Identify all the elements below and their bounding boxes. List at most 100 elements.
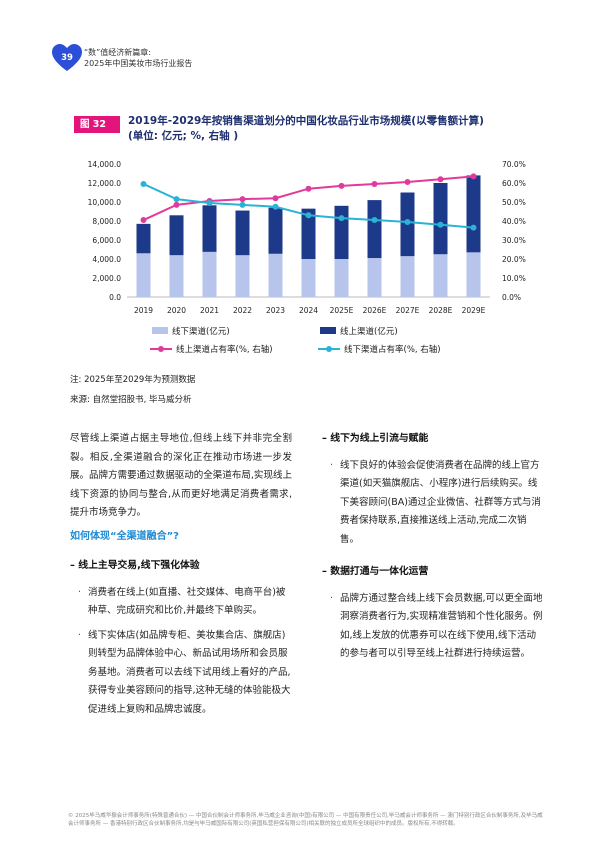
online-share-point (371, 180, 378, 187)
y-tick-label: 10,000.0 (88, 198, 122, 207)
bar-online (433, 183, 448, 255)
x-tick-label: 2019 (134, 306, 153, 315)
section-heading: – 数据打通与一体化运营 (322, 566, 429, 577)
header-subtitle: 2025年中国美妆市场行业报告 (84, 59, 193, 68)
bar-offline (301, 259, 316, 297)
section-question: 如何体现“全渠道融合”? (70, 530, 179, 542)
heart-logo-icon: 39 (52, 44, 82, 71)
bar-offline (433, 254, 448, 297)
y2-tick-label: 70.0% (502, 160, 526, 169)
bar-online (202, 205, 217, 252)
online-share-point (437, 176, 444, 183)
bar-online (466, 175, 481, 253)
bar-online (235, 210, 250, 256)
bullet-item: 品牌方通过整合线上线下会员数据,可以更全面地洞察消费者行为,实现精准营销和个性化… (322, 590, 544, 664)
y2-tick-label: 20.0% (502, 255, 526, 264)
figure-source: 来源: 自然堂招股书, 毕马威分析 (70, 395, 192, 405)
bar-offline (169, 255, 184, 297)
offline-share-point (206, 199, 213, 206)
legend-swatch-online (320, 327, 336, 334)
legend-offline: 线下渠道(亿元) (172, 327, 230, 337)
bar-offline (202, 251, 217, 297)
bar-online (301, 208, 316, 259)
offline-share-point (239, 201, 246, 208)
figure-tag: 图 32 (74, 116, 120, 133)
y-tick-label: 0.0 (109, 293, 121, 302)
bar-offline (136, 253, 151, 297)
y-tick-label: 2,000.0 (92, 274, 121, 283)
y-tick-label: 6,000.0 (92, 236, 121, 245)
x-tick-label: 2026E (363, 306, 387, 315)
offline-share-point (305, 212, 312, 219)
figure-title: 2019年-2029年按销售渠道划分的中国化妆品行业市场规模(以零售额计算) (… (128, 114, 548, 144)
online-share-point (404, 179, 411, 186)
offline-share-point (140, 180, 147, 187)
offline-share-point (338, 215, 345, 222)
x-tick-label: 2028E (429, 306, 453, 315)
online-share-point (140, 217, 147, 224)
bullet-item: 线下良好的体验会促使消费者在品牌的线上官方渠道(如天猫旗舰店、小程序)进行后续购… (322, 457, 544, 550)
y2-tick-label: 60.0% (502, 179, 526, 188)
section-heading: – 线上主导交易,线下强化体验 (70, 560, 200, 571)
footer-copyright: © 2025毕马威华振会计师事务所(特殊普通合伙) — 中国合伙制会计师事务所,… (68, 813, 543, 827)
offline-share-point (404, 218, 411, 225)
online-share-point (338, 182, 345, 189)
legend-swatch-online-share (150, 346, 172, 352)
left-column: 尽管线上渠道占据主导地位,但线上线下并非完全割裂。相反,全渠道融合的深化正在推动… (70, 430, 292, 719)
bar-offline (400, 256, 415, 297)
bar-online (169, 215, 184, 256)
bar-offline (235, 255, 250, 297)
y-tick-label: 4,000.0 (92, 255, 121, 264)
bar-online (268, 207, 283, 254)
legend-online: 线上渠道(亿元) (340, 327, 398, 337)
figure-title-line1: 2019年-2029年按销售渠道划分的中国化妆品行业市场规模(以零售额计算) (128, 115, 484, 127)
figure-title-line2: (单位: 亿元; %, 右轴 ) (128, 130, 239, 142)
x-tick-label: 2023 (266, 306, 285, 315)
bar-online (334, 205, 349, 259)
bar-online (367, 200, 382, 259)
offline-share-point (437, 221, 444, 228)
figure-note: 注: 2025年至2029年为预测数据 (70, 375, 196, 385)
offline-share-point (272, 203, 279, 210)
online-share-point (305, 185, 312, 192)
offline-share-point (371, 217, 378, 224)
y2-tick-label: 0.0% (502, 293, 521, 302)
online-share-point (239, 196, 246, 203)
offline-share-point (173, 196, 180, 203)
x-tick-label: 2027E (396, 306, 420, 315)
bullet-item: 消费者在线上(如直播、社交媒体、电商平台)被种草、完成研究和比价,并最终下单购买… (70, 584, 292, 621)
bar-offline (367, 258, 382, 297)
y2-tick-label: 10.0% (502, 274, 526, 283)
channel-market-chart: 0.0 2,000.0 4,000.0 6,000.0 8,000.0 10,000.0 1… (88, 160, 526, 315)
y2-tick-label: 50.0% (502, 198, 526, 207)
online-share-point (470, 173, 477, 180)
header-title: “数”值经济新篇章: (84, 48, 151, 57)
bar-offline (334, 259, 349, 297)
x-tick-label: 2025E (330, 306, 354, 315)
bar-offline (466, 252, 481, 297)
right-column: – 线下为线上引流与赋能 线下良好的体验会促使消费者在品牌的线上官方渠道(如天猫… (322, 430, 544, 664)
section-heading: – 线下为线上引流与赋能 (322, 433, 429, 444)
legend-swatch-offline-share (318, 346, 340, 352)
legend-swatch-offline (152, 327, 168, 334)
legend-offline-share: 线下渠道占有率(%, 右轴) (344, 345, 441, 355)
y2-tick-label: 30.0% (502, 236, 526, 245)
x-tick-label: 2021 (200, 306, 219, 315)
bullet-item: 线下实体店(如品牌专柜、美妆集合店、旗舰店)则转型为品牌体验中心、新品试用场所和… (70, 627, 292, 720)
x-tick-label: 2020 (167, 306, 186, 315)
offline-share-point (470, 224, 477, 231)
x-tick-label: 2024 (299, 306, 318, 315)
y2-tick-label: 40.0% (502, 217, 526, 226)
y-tick-label: 12,000.0 (88, 179, 122, 188)
bar-offline (268, 253, 283, 297)
x-tick-label: 2022 (233, 306, 252, 315)
online-share-point (173, 201, 180, 208)
y-tick-label: 8,000.0 (92, 217, 121, 226)
x-tick-label: 2029E (462, 306, 486, 315)
y-tick-label: 14,000.0 (88, 160, 122, 169)
bar-online (136, 223, 151, 254)
online-share-point (272, 195, 279, 202)
legend-online-share: 线上渠道占有率(%, 右轴) (176, 345, 273, 355)
lead-paragraph: 尽管线上渠道占据主导地位,但线上线下并非完全割裂。相反,全渠道融合的深化正在推动… (70, 433, 292, 518)
page-number: 39 (61, 53, 73, 63)
